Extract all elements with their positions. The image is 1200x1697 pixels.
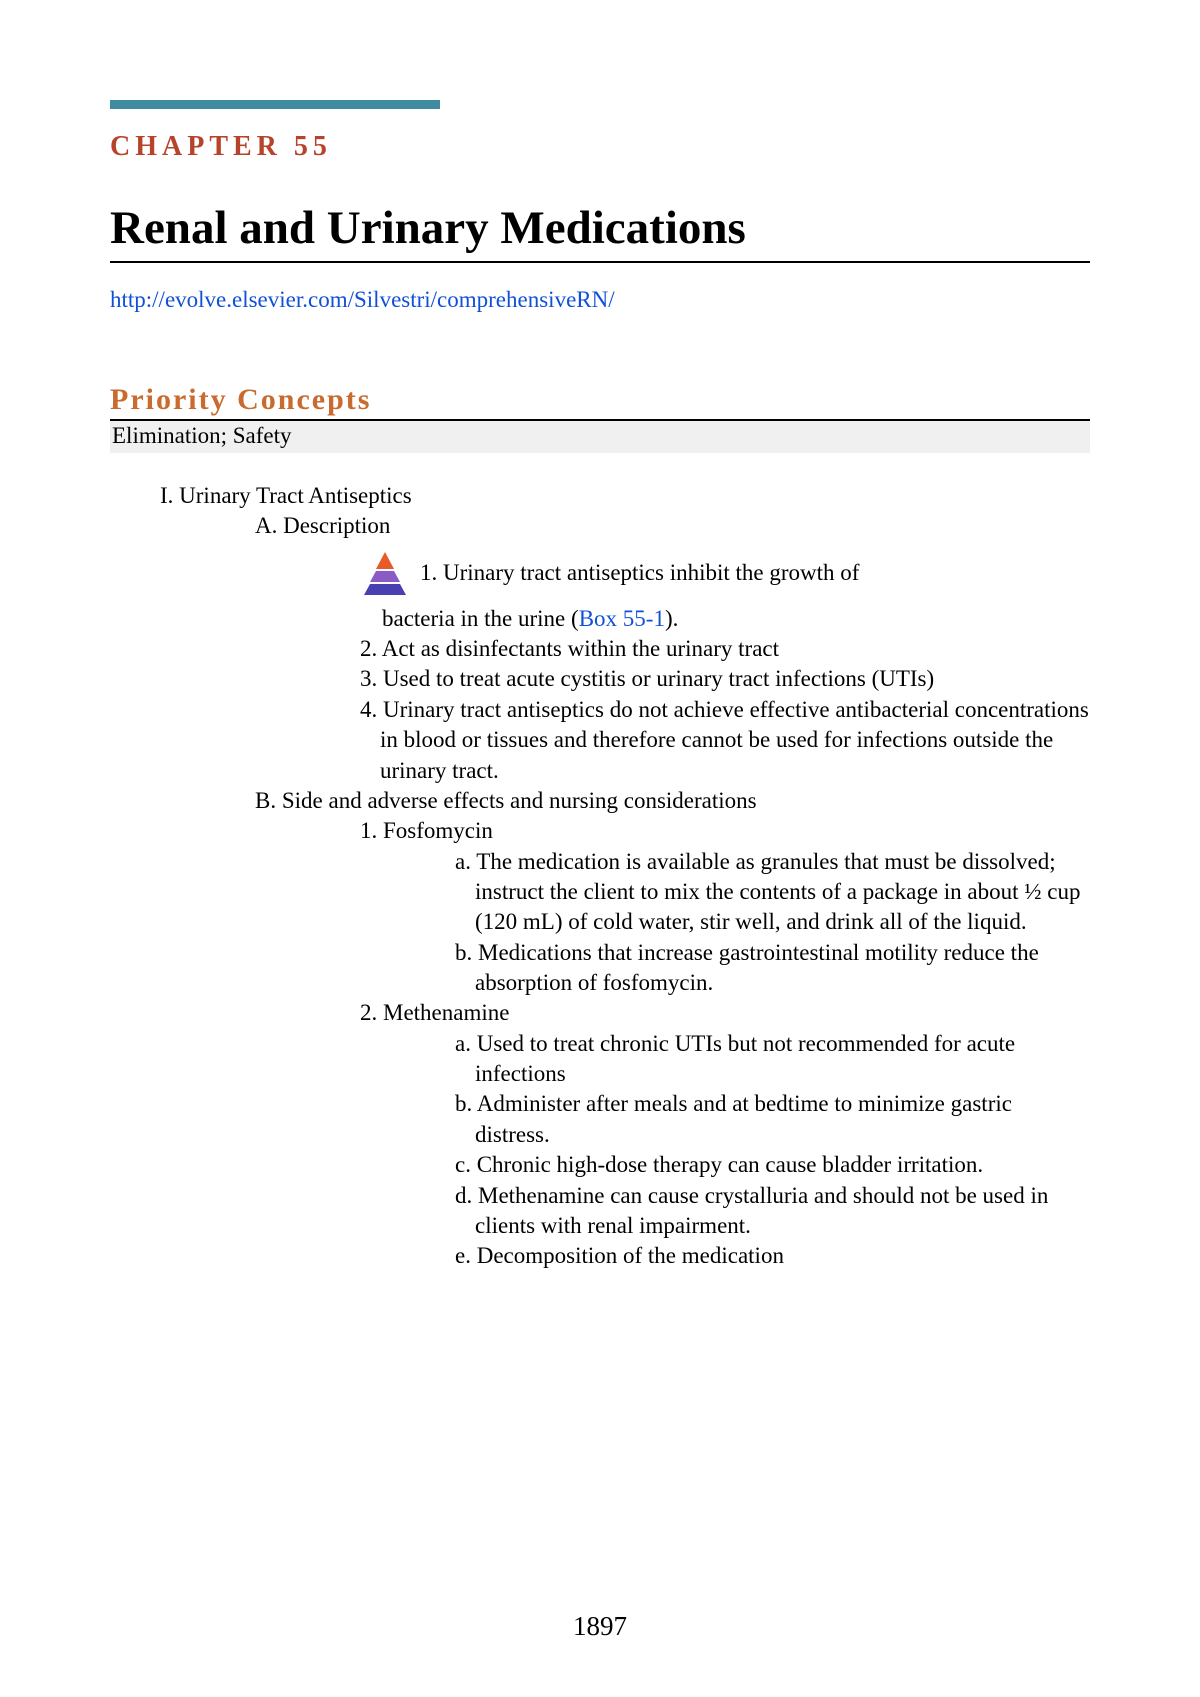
outline-B1b: b. Medications that increase gastrointes… (455, 938, 1090, 999)
pyramid-icon (360, 548, 410, 598)
outline-A3: 3. Used to treat acute cystitis or urina… (360, 664, 1090, 694)
outline: I. Urinary Tract Antiseptics A. Descript… (110, 481, 1090, 1272)
priority-heading: Priority Concepts (110, 383, 1090, 421)
evolve-link[interactable]: http://evolve.elsevier.com/Silvestri/com… (110, 287, 615, 312)
outline-A: A. Description (255, 511, 1090, 541)
outline-I: I. Urinary Tract Antiseptics (160, 481, 1090, 511)
outline-B2: 2. Methenamine (360, 998, 1090, 1028)
outline-A2: 2. Act as disinfectants within the urina… (360, 634, 1090, 664)
priority-concepts-section: Priority Concepts Elimination; Safety (110, 383, 1090, 453)
title-rule (110, 261, 1090, 263)
outline-A1-row: 1. Urinary tract antiseptics inhibit the… (360, 548, 1090, 598)
outline-B2b: b. Administer after meals and at bedtime… (455, 1089, 1090, 1150)
outline-B2d: d. Methenamine can cause crystalluria an… (455, 1181, 1090, 1242)
chapter-label: CHAPTER 55 (110, 131, 1090, 163)
outline-A1-text: 1. Urinary tract antiseptics inhibit the… (420, 558, 859, 588)
outline-A1-cont: bacteria in the urine (Box 55-1). (382, 604, 1090, 634)
outline-B2c: c. Chronic high-dose therapy can cause b… (455, 1150, 1090, 1180)
outline-B: B. Side and adverse effects and nursing … (255, 786, 1090, 816)
chapter-title: Renal and Urinary Medications (110, 201, 1090, 255)
page-number: 1897 (0, 1611, 1200, 1642)
outline-B2e: e. Decomposition of the medication (455, 1241, 1090, 1271)
outline-B1: 1. Fosfomycin (360, 816, 1090, 846)
priority-subtext: Elimination; Safety (110, 421, 1090, 453)
box-link[interactable]: Box 55-1 (579, 606, 665, 631)
outline-A4: 4. Urinary tract antiseptics do not achi… (360, 695, 1090, 786)
chapter-accent-bar (110, 100, 440, 109)
outline-A1-cont-a: bacteria in the urine ( (382, 606, 579, 631)
page: CHAPTER 55 Renal and Urinary Medications… (0, 0, 1200, 1697)
outline-A1-cont-b: ). (665, 606, 678, 631)
outline-B2a: a. Used to treat chronic UTIs but not re… (455, 1029, 1090, 1090)
outline-B1a: a. The medication is available as granul… (455, 847, 1090, 938)
